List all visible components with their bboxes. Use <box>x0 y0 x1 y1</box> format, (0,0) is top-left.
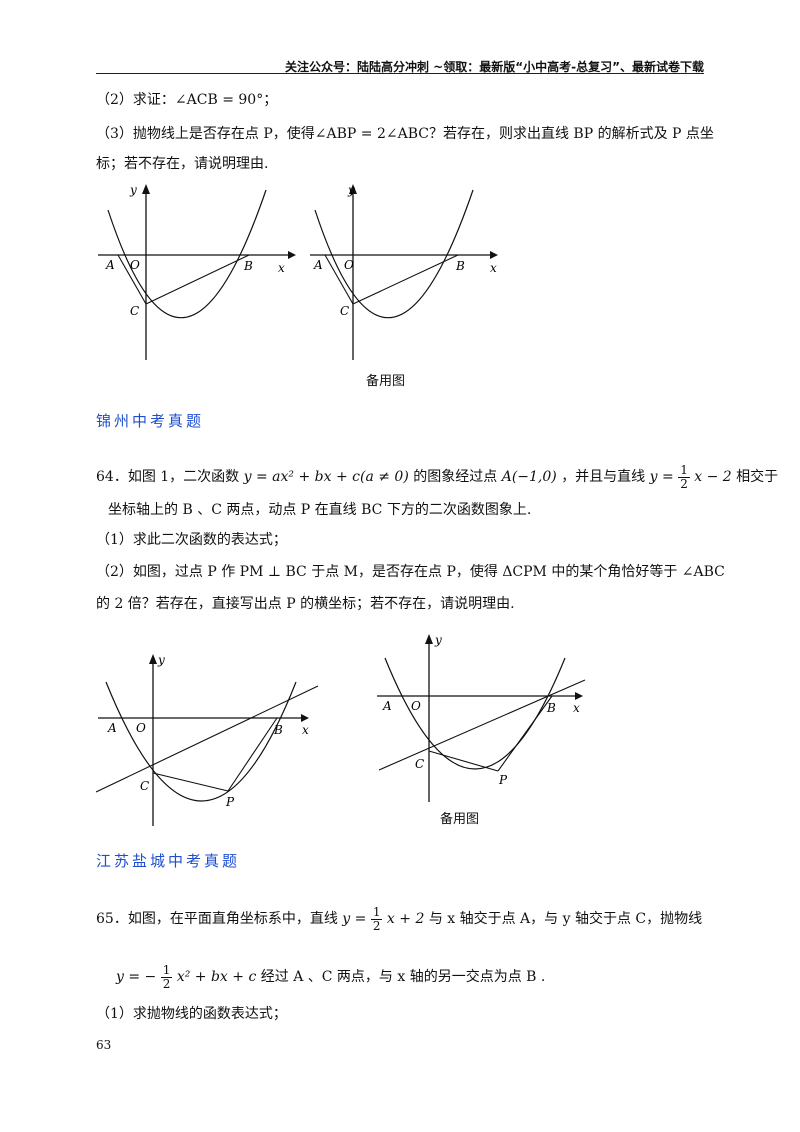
point-p-label: P <box>498 773 508 787</box>
origin-label: O <box>130 258 140 272</box>
q64-part2-line2: 的 2 倍？若存在，直接写出点 P 的横坐标；若不存在，请说明理由. <box>96 596 515 612</box>
point-b-label: B <box>243 259 253 273</box>
point-a-label: A <box>313 258 323 272</box>
q65-part1: （1）求抛物线的函数表达式； <box>96 1006 287 1022</box>
q64-figure-2: y x A O B C P <box>377 633 586 802</box>
y-axis-label: y <box>129 183 137 197</box>
q63-figure-1: y x A O B C <box>98 183 296 360</box>
header-divider <box>96 73 704 74</box>
y-axis-label: y <box>434 633 442 647</box>
point-c-label: C <box>415 757 424 771</box>
x-axis-label: x <box>302 723 309 737</box>
point-b-label: B <box>455 259 465 273</box>
q64-figure-caption: 备用图 <box>440 812 480 827</box>
q63-figure-2: y x A O B C <box>310 183 498 360</box>
q64-quadratic-function: y = ax² + bx + c(a ≠ 0) <box>243 469 409 485</box>
q63-part3-line1: （3）抛物线上是否存在点 P，使得∠ABP = 2∠ABC？若存在，则求出直线 … <box>96 126 714 142</box>
origin-label: O <box>136 721 146 735</box>
point-b-label: B <box>273 723 283 737</box>
origin-label: O <box>344 258 354 272</box>
q64-figure-1: y x A O B C P <box>96 653 319 826</box>
q63-figure-caption: 备用图 <box>366 374 406 389</box>
q64-part2-line1: （2）如图，过点 P 作 PM ⊥ BC 于点 M，是否存在点 P，使得 ΔCP… <box>96 564 725 580</box>
origin-label: O <box>411 699 421 713</box>
point-a-label: A <box>382 699 392 713</box>
point-p-label: P <box>225 795 235 809</box>
point-b-label: B <box>546 701 556 715</box>
q63-part2: （2）求证：∠ACB = 90°； <box>96 92 278 108</box>
q64-line2: 坐标轴上的 B 、C 两点，动点 P 在直线 BC 下方的二次函数图象上. <box>108 502 532 518</box>
point-c-label: C <box>340 304 349 318</box>
q63-part3-line2: 标；若不存在，请说明理由. <box>96 156 269 172</box>
point-a-label: A <box>107 721 117 735</box>
page-number: 63 <box>96 1038 112 1052</box>
point-c-label: C <box>130 304 139 318</box>
x-axis-label: x <box>573 701 580 715</box>
section-title-yancheng: 江苏盐城中考真题 <box>96 852 241 870</box>
y-axis-label: y <box>157 653 165 667</box>
x-axis-label: x <box>278 261 285 275</box>
y-axis-label: y <box>347 183 355 197</box>
q64-line1: 64．如图 1，二次函数 y = ax² + bx + c(a ≠ 0) 的图象… <box>96 462 779 491</box>
x-axis-label: x <box>490 261 497 275</box>
page-header: 关注公众号：陆陆高分冲刺 ~领取：最新版“小中高考-总复习”、最新试卷下载 <box>285 60 704 74</box>
q64-part1: （1）求此二次函数的表达式； <box>96 532 287 548</box>
point-c-label: C <box>140 779 149 793</box>
q64-point-a: A(−1,0) <box>501 469 557 485</box>
point-a-label: A <box>105 258 115 272</box>
section-title-jinzhou: 锦州中考真题 <box>96 412 205 430</box>
